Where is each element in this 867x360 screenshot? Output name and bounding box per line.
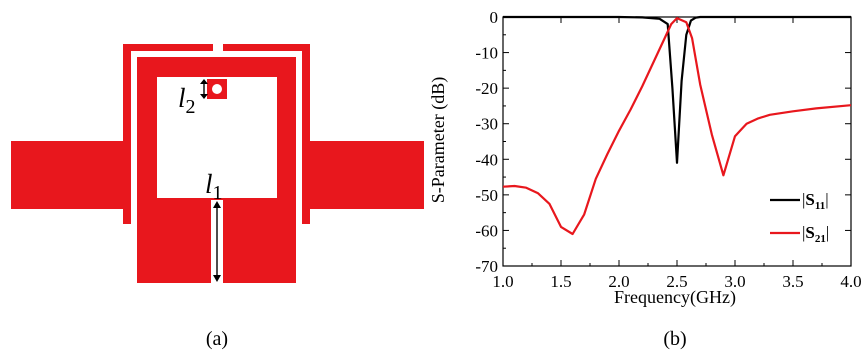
y-axis-ticks: 0 -10 -20 -30 -40 -50 -60 -70 xyxy=(475,8,851,276)
x-tick-label: 2.5 xyxy=(666,272,687,291)
y-tick-label: -10 xyxy=(475,44,498,63)
y-tick-label: -20 xyxy=(475,79,498,98)
resonator-body xyxy=(137,57,296,283)
x-tick-label: 3.5 xyxy=(782,272,803,291)
legend-label-s21: |S21| xyxy=(802,223,829,245)
panel-a-caption: (a) xyxy=(206,328,228,350)
x-tick-label: 3.0 xyxy=(724,272,745,291)
resonator-layout: l2 l1 xyxy=(11,44,424,283)
x-tick-label: 4.0 xyxy=(840,272,861,291)
l1-label: l1 xyxy=(205,169,223,204)
series-layer xyxy=(502,15,852,236)
x-axis-ticks: 1.0 1.5 2.0 2.5 3.0 3.5 4.0 xyxy=(492,17,862,291)
x-tick-label: 2.0 xyxy=(608,272,629,291)
l2-label: l2 xyxy=(178,83,196,118)
y-axis-title: S-Parameter (dB) xyxy=(428,77,449,203)
y-tick-label: -60 xyxy=(475,221,498,240)
y-tick-label: -50 xyxy=(475,186,498,205)
legend-label-s11: |S11| xyxy=(802,190,829,212)
series-line-s21 xyxy=(502,17,852,236)
via-hole xyxy=(212,84,222,94)
x-tick-label: 1.5 xyxy=(550,272,571,291)
right-feed-line xyxy=(307,141,424,209)
left-feed-line xyxy=(11,141,127,209)
l2-dimension-arrow xyxy=(200,79,208,99)
l1-dimension-arrow xyxy=(213,201,221,282)
x-axis-title: Frequency(GHz) xyxy=(614,287,736,308)
panel-b-caption: (b) xyxy=(663,328,686,350)
plot-frame xyxy=(502,16,852,267)
x-tick-label: 1.0 xyxy=(492,272,513,291)
legend-entry-s11: |S11| xyxy=(770,190,829,212)
legend-entry-s21: |S21| xyxy=(770,223,829,245)
y-tick-label: -30 xyxy=(475,115,498,134)
series-line-s11 xyxy=(503,15,851,164)
s-parameter-chart: 1.0 1.5 2.0 2.5 3.0 3.5 4.0 0 -10 -20 -30 -40 -50 -6… xyxy=(428,8,862,308)
y-tick-label: -70 xyxy=(475,257,498,276)
plot-area xyxy=(502,16,852,267)
y-tick-label: 0 xyxy=(490,8,499,27)
legend: |S11| |S21| xyxy=(770,190,829,245)
y-tick-label: -40 xyxy=(475,150,498,169)
